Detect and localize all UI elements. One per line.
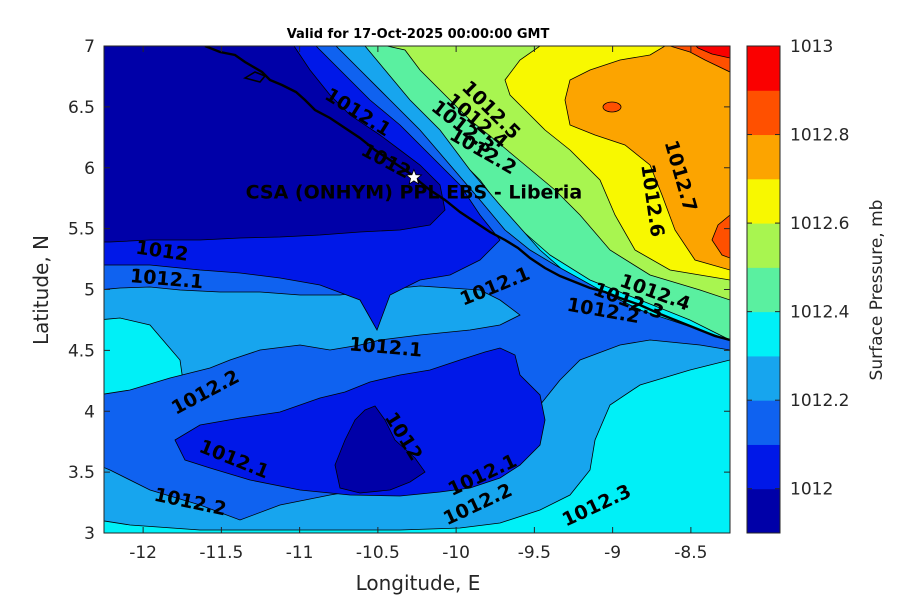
colorbar-swatch bbox=[747, 178, 780, 224]
x-axis: -12 -11.5 -11 -10.5 -10 -9.5 -9 -8.5 bbox=[129, 46, 707, 563]
colorbar-swatch bbox=[747, 223, 780, 268]
colorbar-swatch bbox=[747, 46, 780, 91]
colorbar-tick-label: 1012.8 bbox=[790, 126, 849, 146]
colorbar-tick-label: 1013 bbox=[790, 37, 833, 57]
band-1012-7 bbox=[564, 46, 730, 271]
x-tick-label: -11 bbox=[286, 543, 314, 563]
band-1012-8b bbox=[711, 214, 730, 259]
chart-title: Valid for 17-Oct-2025 00:00:00 GMT bbox=[287, 27, 550, 42]
y-tick-label: 7 bbox=[84, 37, 95, 57]
x-tick-label: -10 bbox=[442, 543, 470, 563]
y-tick-label: 4 bbox=[84, 402, 95, 422]
x-tick-label: -10.5 bbox=[356, 543, 400, 563]
band-1012-8c bbox=[602, 101, 622, 113]
y-tick-label: 6 bbox=[84, 159, 95, 179]
y-tick-label: 5 bbox=[84, 281, 95, 301]
colorbar-swatch bbox=[747, 444, 780, 490]
band-1011-9 bbox=[104, 46, 446, 243]
band-1011-9b bbox=[334, 405, 426, 494]
x-tick-label: -9.5 bbox=[518, 543, 551, 563]
colorbar-tick-label: 1012 bbox=[790, 480, 833, 500]
x-tick-label: -12 bbox=[129, 543, 157, 563]
colorbar-tick-label: 1012.6 bbox=[790, 214, 849, 234]
contour-field bbox=[104, 46, 730, 533]
y-tick-label: 3.5 bbox=[68, 463, 95, 483]
y-axis-label: Latitude, N bbox=[29, 235, 53, 345]
band-1012-9 bbox=[695, 46, 730, 59]
colorbar-swatch bbox=[747, 400, 780, 445]
colorbar-label: Surface Pressure, mb bbox=[867, 200, 887, 381]
colorbar-tick-label: 1012.4 bbox=[790, 303, 849, 323]
coastline-islet bbox=[242, 71, 267, 83]
colorbar-swatch bbox=[747, 488, 780, 534]
site-star-icon bbox=[405, 168, 423, 185]
y-axis: 3 3.5 4 4.5 5 5.5 6 6.5 7 bbox=[68, 37, 730, 544]
site-label: CSA (ONHYM) PPL EBS - Liberia bbox=[246, 181, 583, 203]
colorbar-swatch bbox=[747, 134, 780, 180]
colorbar-swatch bbox=[747, 90, 780, 136]
y-tick-label: 3 bbox=[84, 524, 95, 544]
colorbar-swatch bbox=[747, 355, 780, 401]
x-tick-label: -8.5 bbox=[674, 543, 707, 563]
x-tick-label: -9 bbox=[604, 543, 621, 563]
y-tick-label: 4.5 bbox=[68, 341, 95, 361]
colorbar-frame bbox=[746, 45, 781, 534]
colorbar-ticks: 1012 1012.2 1012.4 1012.6 1012.8 1013 bbox=[747, 37, 849, 500]
y-tick-label: 5.5 bbox=[68, 220, 95, 240]
colorbar-swatch bbox=[747, 267, 780, 313]
colorbar-tick-label: 1012.2 bbox=[790, 391, 849, 411]
colorbar-swatch bbox=[747, 311, 780, 357]
x-tick-label: -11.5 bbox=[199, 543, 243, 563]
x-axis-label: Longitude, E bbox=[356, 571, 481, 595]
colorbar bbox=[747, 46, 780, 534]
site-marker: CSA (ONHYM) PPL EBS - Liberia bbox=[246, 168, 583, 203]
coastline bbox=[204, 46, 730, 342]
y-tick-label: 6.5 bbox=[68, 98, 95, 118]
